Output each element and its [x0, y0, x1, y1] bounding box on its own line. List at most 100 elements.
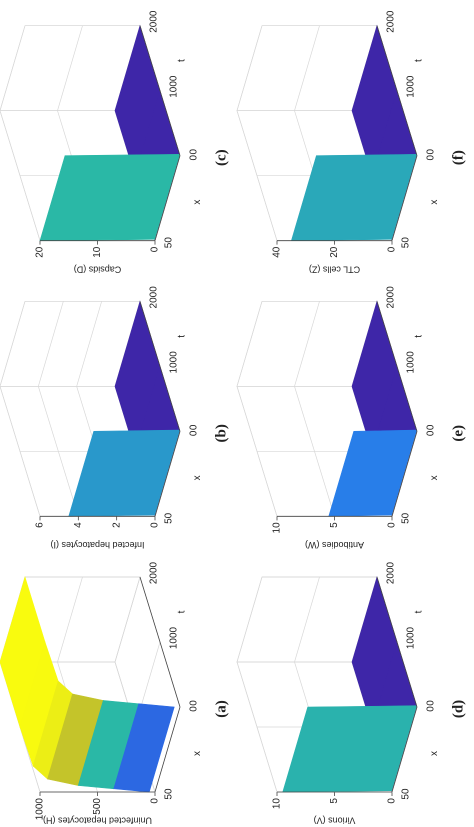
t-tick-label: 0	[426, 424, 437, 430]
axis-edge	[391, 431, 418, 517]
t-tick-label: 2000	[149, 10, 160, 33]
z-grid-line	[236, 301, 278, 517]
panel-label: (b)	[213, 424, 229, 442]
z-grid-line	[0, 301, 41, 517]
surface-patch	[113, 703, 175, 793]
z-tick-label: 10	[272, 798, 283, 810]
t-tick-label: 0	[189, 700, 200, 706]
panel-label: (d)	[450, 700, 466, 718]
x-tick-label: 50	[401, 512, 412, 524]
z-tick-label: 40	[272, 246, 283, 258]
x-axis-label: x	[429, 475, 440, 480]
axis-edge	[154, 431, 181, 517]
panel-label: (f)	[450, 150, 466, 165]
z-axis-label: Capsids (D)	[74, 264, 122, 274]
t-tick-label: 1000	[406, 75, 417, 98]
z-tick-label: 1000	[35, 798, 46, 821]
t-tick-label: 1000	[406, 626, 417, 649]
t-axis-label: t	[414, 59, 425, 62]
z-axis-label: CTL cells (Z)	[309, 264, 360, 274]
t-tick-label: 2000	[386, 10, 397, 33]
z-grid-line	[294, 301, 335, 517]
z-tick-label: 10	[92, 246, 103, 258]
z-tick-label: 500	[92, 798, 103, 815]
z-grid-line	[0, 25, 41, 241]
axis-edge	[139, 576, 181, 708]
z-tick-label: 6	[35, 522, 46, 528]
x-tick-label: 50	[401, 237, 412, 249]
z-tick-label: 0	[387, 798, 398, 804]
z-tick-label: 0	[150, 246, 161, 252]
t-tick-label: 1000	[406, 351, 417, 374]
axis-edge	[139, 301, 181, 432]
t-axis-label: t	[414, 610, 425, 613]
x-tick-label: 0	[189, 154, 200, 160]
x-tick-label: 0	[189, 706, 200, 712]
axis-edge	[376, 25, 418, 156]
z-tick-label: 5	[329, 522, 340, 528]
z-tick-label: 20	[35, 246, 46, 258]
t-tick-label: 2000	[386, 286, 397, 309]
z-tick-label: 4	[73, 522, 84, 528]
z-tick-label: 5	[329, 798, 340, 804]
axis-edge	[139, 25, 181, 156]
surface-patch	[68, 429, 181, 517]
axis-edge	[391, 706, 418, 793]
x-tick-label: 50	[401, 788, 412, 800]
axis-edge	[154, 706, 181, 793]
x-tick-label: 50	[164, 237, 175, 249]
x-tick-label: 0	[426, 706, 437, 712]
axis-edge	[376, 576, 418, 708]
t-axis-label: t	[177, 59, 188, 62]
t-tick-label: 2000	[149, 286, 160, 309]
t-tick-label: 0	[189, 148, 200, 154]
axis-edge	[391, 155, 418, 241]
z-tick-label: 0	[387, 246, 398, 252]
z-tick-label: 0	[150, 522, 161, 528]
z-tick-label: 20	[329, 246, 340, 258]
x-tick-label: 0	[189, 430, 200, 436]
t-tick-label: 1000	[169, 351, 180, 374]
t-tick-label: 0	[426, 148, 437, 154]
z-axis-label: Antibodies (W)	[305, 540, 364, 550]
x-tick-label: 50	[164, 512, 175, 524]
t-tick-label: 0	[426, 700, 437, 706]
axis-edge	[154, 155, 181, 241]
z-tick-label: 2	[111, 522, 122, 528]
t-tick-label: 1000	[169, 626, 180, 649]
t-tick-label: 2000	[386, 561, 397, 584]
z-grid-line	[37, 301, 79, 517]
t-tick-label: 0	[189, 424, 200, 430]
t-axis-label: t	[414, 335, 425, 338]
t-axis-label: t	[177, 335, 188, 338]
t-tick-label: 1000	[169, 75, 180, 98]
z-axis-label: Uninfected hepatocytes (H)	[43, 816, 152, 826]
z-tick-label: 0	[387, 522, 398, 528]
z-axis-label: Virions (V)	[314, 816, 356, 826]
surface-patch	[39, 154, 181, 241]
x-tick-label: 0	[426, 430, 437, 436]
t-axis-label: t	[177, 610, 188, 613]
z-axis-label: Infected hepatocytes (I)	[50, 540, 144, 550]
surface-patch	[282, 705, 418, 793]
x-tick-label: 50	[164, 788, 175, 800]
panel-label: (e)	[450, 425, 466, 442]
panel-label: (a)	[213, 700, 229, 718]
x-axis-label: x	[429, 751, 440, 756]
surface-patch	[290, 154, 418, 241]
surface-patch	[328, 429, 418, 517]
z-grid-line	[236, 25, 278, 241]
x-axis-label: x	[192, 200, 203, 205]
x-axis-label: x	[192, 751, 203, 756]
z-tick-label: 0	[150, 798, 161, 804]
axis-edge	[376, 301, 418, 432]
x-axis-label: x	[192, 475, 203, 480]
z-grid-line	[236, 576, 278, 793]
